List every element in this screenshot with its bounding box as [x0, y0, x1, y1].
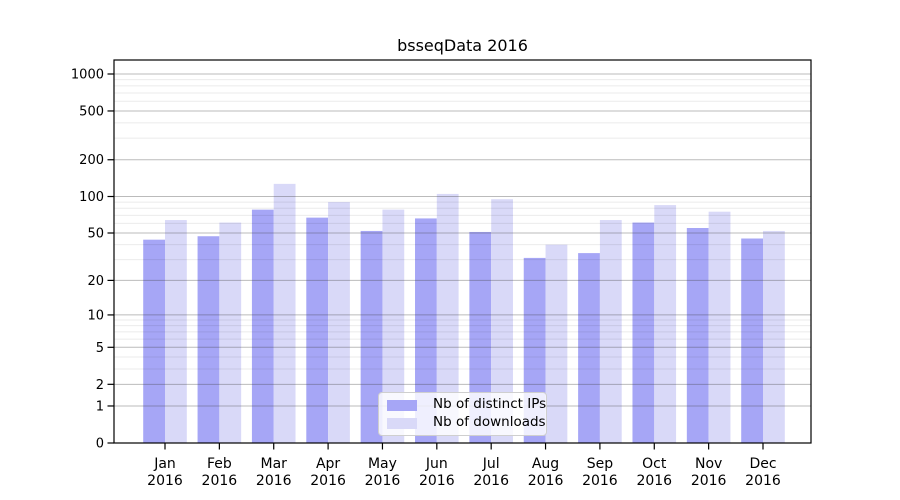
x-tick-label-year: 2016	[202, 473, 238, 489]
bar-nb-of-downloads-may	[382, 209, 405, 443]
bar-nb-of-downloads-aug	[545, 244, 568, 443]
x-tick-label-year: 2016	[419, 473, 455, 489]
legend: Nb of distinct IPs Nb of downloads	[378, 392, 547, 436]
bar-nb-of-downloads-mar	[273, 183, 296, 443]
y-tick-label: 0	[96, 437, 104, 452]
x-tick-label-year: 2016	[528, 473, 564, 489]
x-tick-label-year: 2016	[636, 473, 672, 489]
x-tick-label-year: 2016	[310, 473, 346, 489]
bar-nb-of-distinct-ips-nov	[686, 228, 709, 443]
x-tick-label-year: 2016	[147, 473, 183, 489]
x-tick-label-month: Sep	[587, 456, 614, 472]
bar-nb-of-downloads-nov	[708, 211, 731, 443]
bar-nb-of-downloads-apr	[328, 202, 350, 443]
x-tick-label-month: Jul	[482, 456, 500, 472]
chart-title: bsseqData 2016	[397, 36, 528, 55]
bar-nb-of-downloads-jan	[165, 220, 187, 443]
bar-nb-of-distinct-ips-apr	[306, 217, 329, 443]
x-tick-label-year: 2016	[745, 473, 781, 489]
legend-item-distinct-ips: Nb of distinct IPs	[387, 397, 546, 413]
x-tick-label-month: Mar	[261, 456, 288, 472]
x-tick-label-month: May	[368, 456, 397, 472]
bar-nb-of-downloads-oct	[654, 205, 677, 443]
legend-swatch-distinct-ips	[387, 399, 417, 411]
x-tick-label-year: 2016	[365, 473, 401, 489]
bar-nb-of-distinct-ips-jan	[143, 239, 165, 443]
bar-nb-of-distinct-ips-jul	[469, 231, 492, 443]
bar-nb-of-downloads-jul	[491, 199, 513, 443]
bar-nb-of-distinct-ips-sep	[578, 253, 600, 443]
y-tick-label: 2	[96, 378, 104, 393]
bar-nb-of-downloads-dec	[763, 230, 785, 443]
x-tick-label-year: 2016	[582, 473, 618, 489]
x-tick-label-year: 2016	[256, 473, 292, 489]
legend-label-downloads: Nb of downloads	[433, 414, 546, 431]
x-tick-label-month: Feb	[207, 456, 232, 472]
bar-nb-of-downloads-sep	[599, 220, 622, 443]
y-tick-label: 200	[79, 153, 104, 168]
x-tick-label-month: Oct	[642, 456, 667, 472]
y-tick-label: 10	[87, 308, 104, 323]
bar-nb-of-distinct-ips-may	[360, 230, 383, 443]
bar-nb-of-downloads-feb	[219, 222, 242, 443]
bar-nb-of-distinct-ips-mar	[251, 209, 274, 443]
y-tick-label: 500	[79, 104, 104, 119]
x-tick-label-month: Jan	[153, 456, 176, 472]
y-tick-label: 1000	[71, 68, 104, 83]
x-tick-label-month: Nov	[695, 456, 722, 472]
bar-nb-of-distinct-ips-feb	[197, 236, 220, 443]
bar-nb-of-distinct-ips-jun	[415, 218, 437, 443]
x-tick-label-month: Dec	[749, 456, 776, 472]
x-tick-label-month: Aug	[532, 456, 559, 472]
legend-label-distinct-ips: Nb of distinct IPs	[433, 396, 547, 413]
y-tick-label: 50	[87, 226, 104, 241]
y-tick-label: 1	[96, 399, 104, 414]
x-tick-label-year: 2016	[691, 473, 727, 489]
plot-border	[113, 59, 812, 444]
bar-nb-of-distinct-ips-dec	[741, 238, 763, 443]
legend-swatch-downloads	[387, 417, 417, 429]
y-tick-label: 20	[87, 274, 104, 289]
bar-nb-of-distinct-ips-oct	[632, 222, 655, 443]
x-tick-label-year: 2016	[473, 473, 509, 489]
legend-item-downloads: Nb of downloads	[387, 415, 546, 431]
x-tick-label-month: Apr	[316, 456, 340, 472]
y-tick-label: 5	[96, 341, 104, 356]
bar-nb-of-downloads-jun	[436, 193, 459, 443]
y-tick-label: 100	[79, 190, 104, 205]
x-tick-label-month: Jun	[425, 456, 448, 472]
